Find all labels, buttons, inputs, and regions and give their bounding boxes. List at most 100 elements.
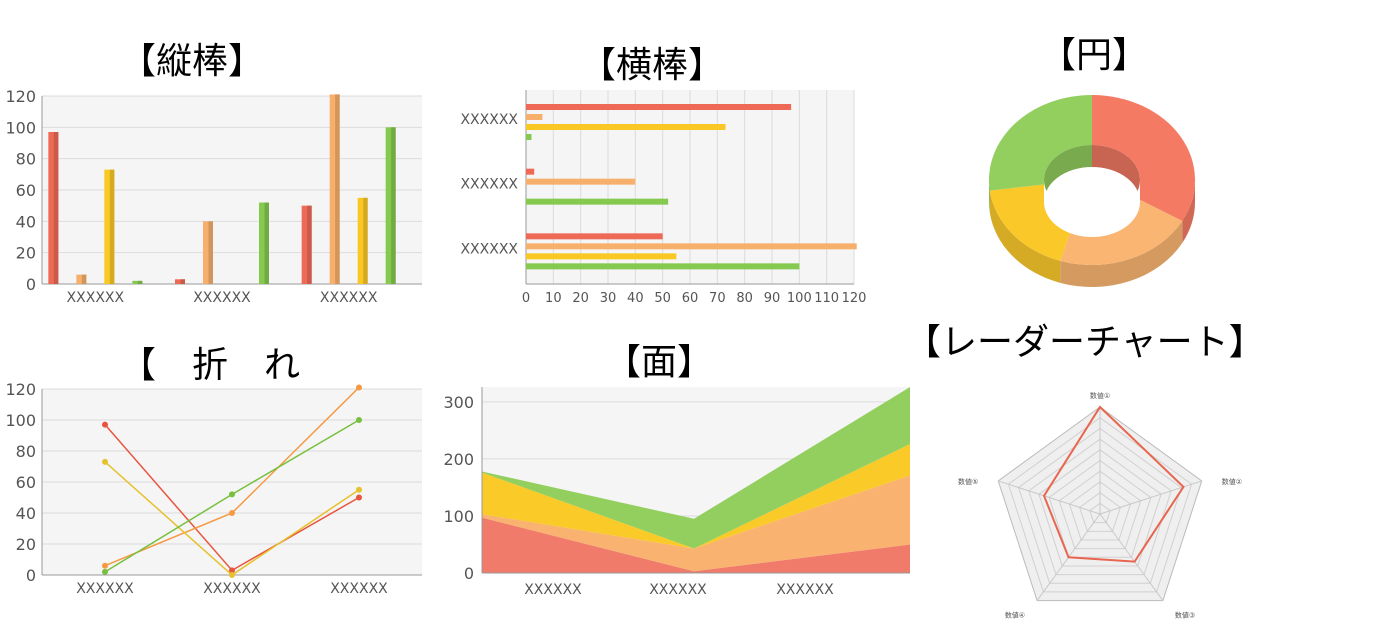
radar-axis-label: 数値③: [1175, 611, 1195, 620]
data-point: [229, 567, 235, 574]
y-tick-label: 60: [16, 473, 36, 492]
radar-chart: 数値① 数値② 数値③ 数値④ 数値⑤: [958, 391, 1242, 620]
x-tick-label: XXXXXX: [524, 582, 582, 598]
bar: [48, 132, 59, 284]
horizontal-bar-chart-title: 【横棒】: [580, 45, 725, 86]
pie-hole-wall: [1092, 145, 1140, 202]
horizontal-bar-chart: 0 10 20 30 40 50 60 70 80 90 100 110 120 XXXXXX XXXXXX…: [460, 90, 867, 306]
bar: [357, 197, 368, 284]
data-point: [356, 486, 362, 493]
y-tick-label: 40: [16, 504, 36, 523]
bar-shade: [137, 280, 143, 284]
y-tick-label: 80: [16, 150, 36, 169]
bar-shade: [264, 202, 269, 284]
bar: [526, 263, 800, 270]
column-chart-title: 【縦棒】: [120, 41, 265, 82]
area-series: [482, 517, 910, 573]
x-tick-label: 0: [522, 291, 530, 306]
y-tick-label: 100: [5, 411, 36, 430]
x-tick-label: 120: [842, 291, 867, 306]
y-tick-label: 0: [26, 275, 36, 294]
pie-chart: [989, 95, 1195, 287]
x-tick-label: 40: [627, 291, 644, 306]
pie-chart-title: 【円】: [1040, 35, 1149, 76]
pie-slice-side: [989, 190, 1061, 283]
line-chart-title: 【 折 れ: [120, 345, 301, 386]
radar-axis-label: 数値①: [1090, 391, 1110, 400]
radar-spoke: [1099, 513, 1164, 601]
y-tick-label: 300: [443, 393, 474, 412]
x-tick-label: XXXXXX: [193, 290, 251, 306]
bar: [385, 127, 396, 284]
bar: [175, 279, 185, 284]
bar-shade: [307, 205, 312, 284]
bar: [301, 205, 312, 284]
bar: [526, 198, 669, 205]
x-tick-label: 100: [787, 291, 812, 306]
y-tick-label: 0: [464, 564, 474, 583]
area-series: [482, 444, 910, 549]
data-point: [102, 562, 108, 569]
x-tick-label: 20: [572, 291, 589, 306]
y-tick-label: XXXXXX: [460, 177, 518, 193]
y-tick-label: 60: [16, 181, 36, 200]
x-tick-label: 10: [545, 291, 562, 306]
bar: [329, 94, 340, 284]
y-tick-label: 100: [5, 118, 36, 137]
bar: [526, 124, 726, 130]
pie-hole-wall: [1044, 145, 1092, 202]
pie-slice: [1092, 95, 1195, 221]
pie-slice-side: [1182, 180, 1195, 243]
bar: [203, 221, 213, 284]
area-chart: 0 100 200 300 XXXXXX XXXXXX XXXXXX: [443, 387, 910, 598]
data-point: [356, 384, 362, 391]
data-point: [102, 568, 108, 575]
y-tick-label: 80: [16, 442, 36, 461]
radar-axis-label: 数値⑤: [958, 477, 978, 486]
bar-shade: [53, 132, 59, 284]
y-tick-label: 120: [5, 87, 36, 106]
x-tick-label: XXXXXX: [320, 290, 378, 306]
bar-shade: [81, 274, 87, 284]
radar-spoke: [1099, 480, 1202, 515]
bar: [526, 114, 543, 120]
data-point: [229, 572, 235, 578]
radar-axis-label: 数値④: [1005, 611, 1025, 620]
radar-gridline: [1089, 502, 1111, 524]
x-tick-label: 60: [682, 291, 699, 306]
bar: [526, 104, 792, 110]
data-point: [102, 458, 108, 465]
bar: [104, 169, 115, 284]
bar-shade: [109, 169, 115, 284]
radar-gridline: [1007, 417, 1193, 593]
radar-chart-title: 【レーダーチャート】: [905, 322, 1265, 363]
x-tick-label: 50: [654, 291, 671, 306]
y-tick-label: 120: [5, 380, 36, 399]
bar: [526, 178, 636, 185]
bar-shade: [391, 127, 396, 284]
y-tick-label: XXXXXX: [460, 112, 518, 128]
x-tick-label: 80: [736, 291, 753, 306]
data-point: [356, 494, 362, 501]
bar: [526, 253, 677, 260]
pie-slice-side: [989, 180, 990, 213]
x-tick-label: 70: [709, 291, 726, 306]
y-tick-label: 200: [443, 450, 474, 469]
x-tick-label: XXXXXX: [776, 582, 834, 598]
radar-gridline: [1079, 491, 1121, 532]
column-chart: 0 20 40 60 80 100 120 XXXXXX XXXXXX XXXXXX: [5, 87, 422, 306]
x-tick-label: XXXXXX: [330, 581, 388, 597]
bar: [526, 233, 663, 240]
radar-gridline: [1048, 459, 1152, 558]
area-series: [482, 387, 910, 549]
x-tick-label: 90: [764, 291, 781, 306]
radar-spoke: [998, 480, 1101, 515]
area-series: [482, 475, 910, 572]
pie-slice-side: [1060, 220, 1183, 287]
line-chart: 0 20 40 60 80 100 120 XXXXXX XXXXXX XXXXXX: [5, 380, 422, 597]
radar-axis-label: 数値②: [1222, 477, 1242, 486]
pie-hole-front: [1044, 180, 1140, 237]
x-tick-label: XXXXXX: [67, 290, 125, 306]
radar-gridline: [1028, 438, 1172, 576]
bar: [526, 134, 532, 140]
